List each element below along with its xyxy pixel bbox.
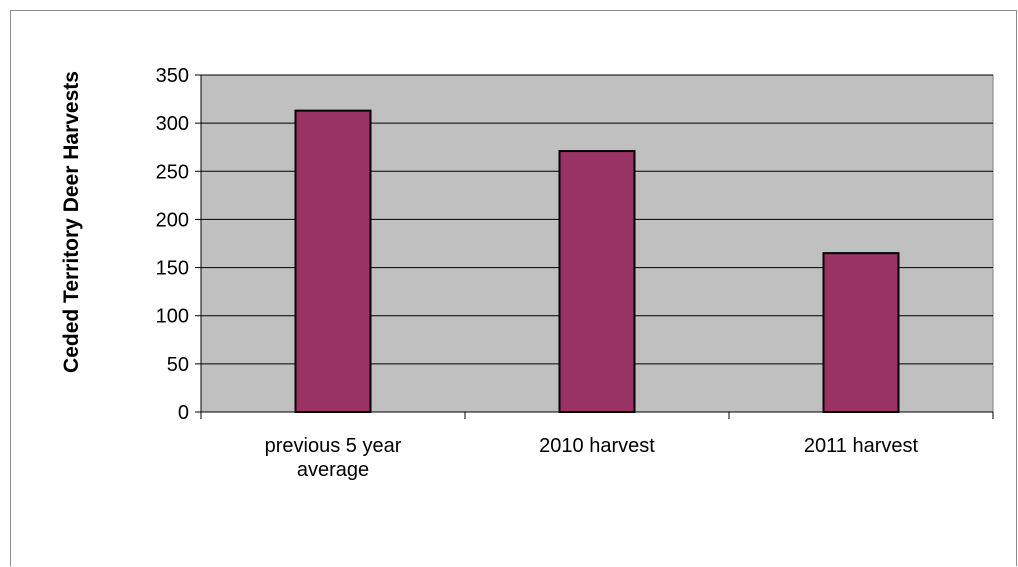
y-tick-label: 100 <box>156 306 189 328</box>
y-tick-label: 300 <box>156 113 189 135</box>
chart-frame <box>10 10 1017 566</box>
y-tick-label: 250 <box>156 161 189 183</box>
bar <box>294 109 372 414</box>
x-tick-label: 2011 harvest <box>804 435 919 457</box>
x-axis: previous 5 year average 2010 harvest 2011 h… <box>200 411 994 481</box>
bars <box>294 109 900 414</box>
y-tick-label: 200 <box>156 209 189 231</box>
y-tick-label: 150 <box>156 258 189 280</box>
x-tick-label: previous 5 year average <box>265 435 402 481</box>
y-tick-label: 50 <box>167 354 189 376</box>
x-tick-label: 2010 harvest <box>539 435 655 457</box>
y-axis-label: Ceded Territory Deer Harvests <box>60 71 83 373</box>
bar <box>822 252 900 413</box>
y-axis: 0 50 100 150 200 250 300 350 <box>156 65 202 424</box>
y-tick-label: 0 <box>178 402 189 424</box>
y-tick-label: 350 <box>156 65 189 87</box>
bar <box>558 150 636 414</box>
